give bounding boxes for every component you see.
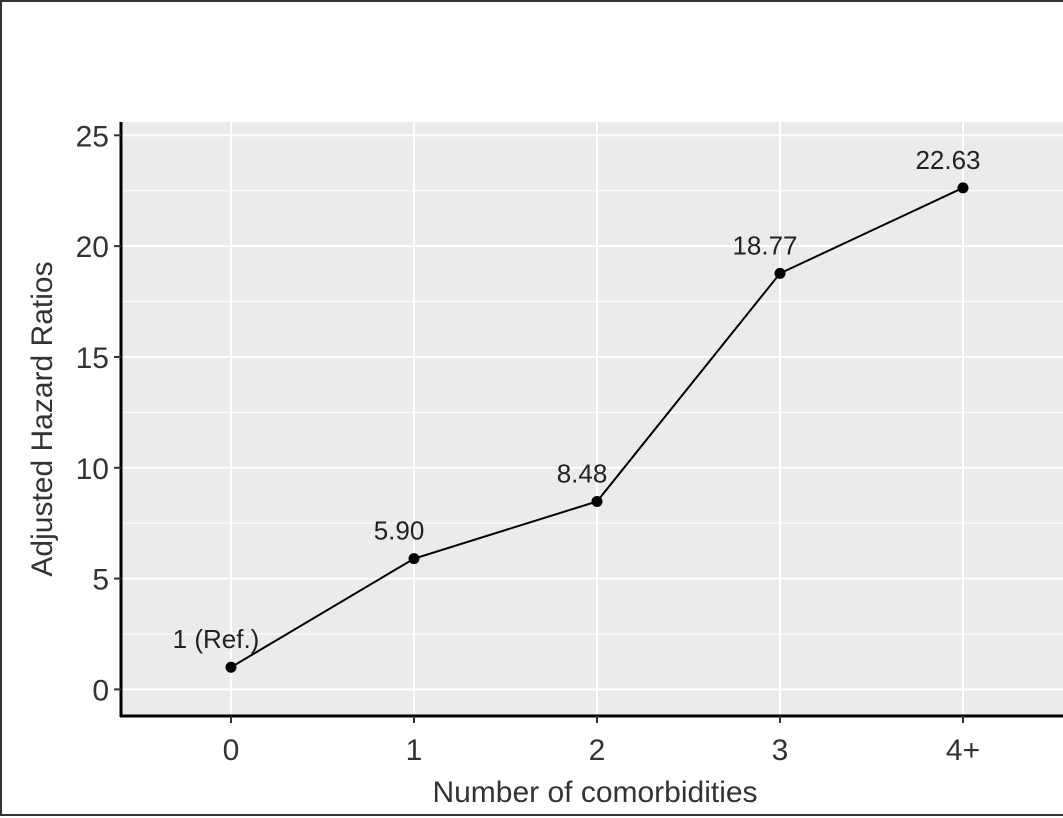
y-tick-label: 20 (76, 231, 109, 264)
data-labels: 1 (Ref.) 5.90 8.48 18.77 22.63 (173, 145, 981, 654)
data-point (774, 267, 786, 279)
data-label: 22.63 (915, 145, 980, 175)
data-label: 18.77 (732, 230, 797, 260)
data-label: 5.90 (374, 516, 425, 546)
y-tick-label: 0 (92, 674, 109, 707)
data-point (591, 495, 603, 507)
plot-panel (121, 122, 1063, 716)
data-point (225, 661, 237, 673)
minor-gridlines (121, 190, 1063, 635)
x-tick-label: 1 (406, 734, 423, 767)
y-axis: 0 5 10 15 20 25 (76, 120, 121, 707)
data-point (408, 553, 420, 565)
y-tick-label: 10 (76, 453, 109, 486)
data-point (957, 182, 969, 194)
x-tick-label: 3 (772, 734, 789, 767)
x-tick-label: 0 (223, 734, 240, 767)
y-axis-title: Adjusted Hazard Ratios (26, 261, 59, 576)
x-tick-label: 4+ (946, 734, 980, 767)
data-points (225, 182, 969, 673)
data-label: 8.48 (557, 458, 608, 488)
x-tick-label: 2 (589, 734, 606, 767)
x-axis-title: Number of comorbidities (432, 776, 757, 809)
y-tick-label: 5 (92, 564, 109, 597)
x-axis: 0 1 2 3 4+ (223, 716, 980, 767)
data-label: 1 (Ref.) (173, 624, 260, 654)
y-tick-label: 15 (76, 342, 109, 375)
major-gridlines (121, 122, 1063, 716)
y-tick-label: 25 (76, 120, 109, 153)
